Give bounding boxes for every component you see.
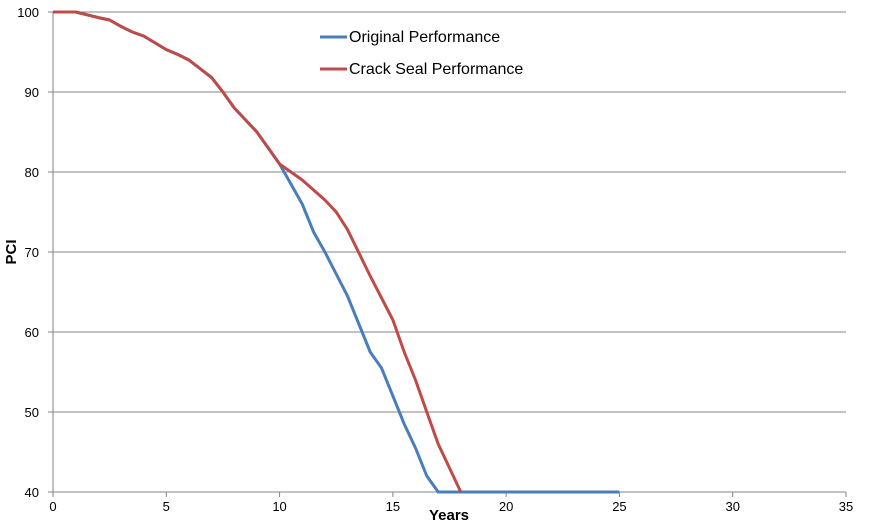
- y-tick-label-70: 70: [25, 245, 39, 260]
- y-tick-label-90: 90: [25, 85, 39, 100]
- axes: [52, 12, 847, 497]
- y-tick-label-50: 50: [25, 405, 39, 420]
- x-tick-label-5: 5: [163, 499, 170, 514]
- y-tick-label-60: 60: [25, 325, 39, 340]
- x-tick-label-0: 0: [49, 499, 56, 514]
- x-tick-label-20: 20: [499, 499, 513, 514]
- x-tick-label-15: 15: [386, 499, 400, 514]
- y-tick-label-100: 100: [17, 5, 39, 20]
- series-layer: [53, 10, 620, 494]
- legend-label-original: Original Performance: [349, 29, 500, 46]
- y-tick-label-80: 80: [25, 165, 39, 180]
- y-axis-title: PCI: [3, 239, 20, 264]
- legend-label-crack-seal: Crack Seal Performance: [349, 61, 523, 78]
- x-tick-labels: 0 5 10 15 20 25 30 35: [49, 499, 853, 514]
- series-line-1: [53, 10, 463, 493]
- gridlines: [48, 11, 846, 493]
- x-tick-label-10: 10: [272, 499, 286, 514]
- y-tick-labels: 40 50 60 70 80 90 100: [17, 5, 39, 500]
- x-tick-label-25: 25: [612, 499, 626, 514]
- x-axis-title: Years: [429, 507, 469, 524]
- y-tick-label-40: 40: [25, 485, 39, 500]
- x-tick-label-30: 30: [725, 499, 739, 514]
- x-tick-label-35: 35: [839, 499, 853, 514]
- legend: Original Performance Crack Seal Performa…: [320, 29, 523, 78]
